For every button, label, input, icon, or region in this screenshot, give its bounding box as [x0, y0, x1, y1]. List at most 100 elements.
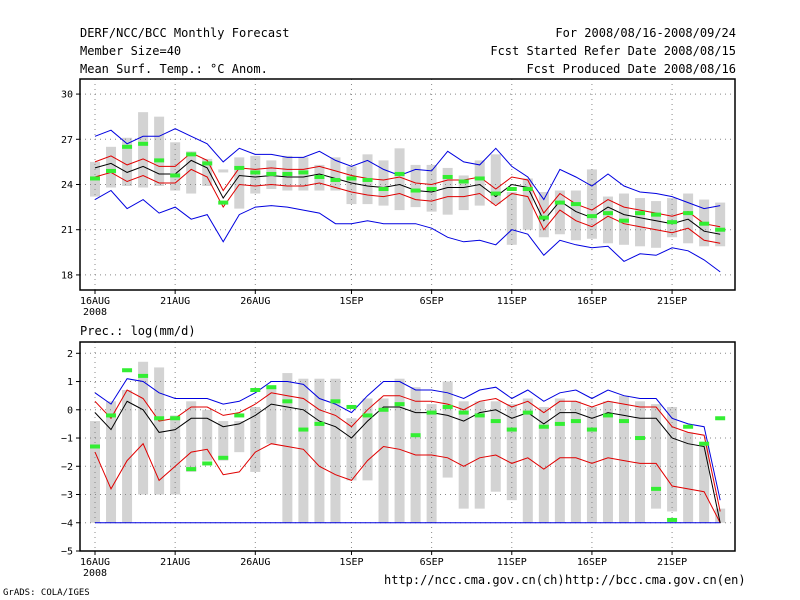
prec-spread-bar-38 [699, 443, 710, 523]
prec-spread-bar-33 [618, 395, 629, 523]
prec-ytick-label-1: −4 [61, 518, 73, 529]
prec-spread-bar-10 [250, 406, 261, 472]
prec-observed-mark-25 [490, 419, 501, 424]
prec-observed-mark-7 [202, 461, 213, 466]
temp-spread-bar-15 [330, 157, 341, 191]
prec-spread-bar-25 [490, 401, 501, 492]
prec-observed-mark-16 [346, 404, 357, 409]
prec-spread-bar-5 [170, 415, 181, 495]
temp-min-envelope-line [94, 189, 721, 273]
prec-spread-bar-24 [474, 401, 485, 509]
prec-spread-bar-6 [186, 401, 197, 472]
prec-observed-mark-19 [394, 402, 405, 407]
bcc-url-link[interactable]: http://bcc.cma.gov.cn(en) [565, 573, 746, 587]
prec-ytick-label-3: −2 [61, 462, 73, 473]
temp-spread-bar-7 [202, 158, 213, 187]
temp-observed-mark-6 [186, 152, 197, 157]
temp-observed-mark-1 [106, 168, 117, 173]
prec-spread-bar-27 [522, 398, 533, 523]
temp-xtick-label-3: 1SEP [339, 296, 363, 307]
prec-spread-bar-35 [651, 404, 662, 509]
forecast-start-date: Fcst Started Refer Date 2008/08/15 [490, 44, 736, 58]
temp-observed-mark-15 [330, 177, 341, 182]
prec-observed-mark-5 [170, 416, 181, 421]
temp-observed-mark-31 [586, 214, 597, 219]
chart-title: DERF/NCC/BCC Monthly Forecast [80, 26, 290, 40]
prec-spread-bar-34 [635, 401, 646, 523]
prec-spread-bar-19 [394, 378, 405, 523]
prec-ytick-label-0: −5 [61, 547, 73, 558]
variable-label: Mean Surf. Temp.: °C Anom. [80, 62, 268, 76]
prec-spread-bar-4 [154, 367, 165, 495]
temp-observed-mark-35 [651, 212, 662, 217]
temp-std-lower-line [94, 168, 721, 244]
temp-observed-mark-38 [699, 221, 710, 226]
temp-ytick-label-4: 30 [61, 90, 73, 101]
temp-ytick-label-2: 24 [61, 180, 73, 191]
prec-xtick-label-0: 16AUG [80, 557, 110, 568]
temp-observed-mark-18 [378, 187, 389, 192]
grads-credit: GrADS: COLA/IGES [3, 588, 90, 598]
prec-observed-mark-28 [538, 424, 549, 429]
prec-xtick-label-3: 1SEP [339, 557, 363, 568]
ncc-url-link[interactable]: http://ncc.cma.gov.cn(ch) [384, 573, 565, 587]
temp-std-upper-line [94, 152, 721, 228]
prec-spread-bar-36 [667, 406, 678, 512]
temp-spread-bar-4 [154, 116, 165, 187]
prec-observed-mark-3 [138, 373, 149, 378]
prec-spread-bar-28 [538, 406, 549, 523]
temp-xtick-label-5: 11SEP [497, 296, 527, 307]
prec-observed-mark-24 [474, 413, 485, 418]
precip-panel-title: Prec.: log(mm/d) [80, 324, 196, 338]
prec-ensemble-mean-line [94, 400, 721, 523]
prec-spread-bar-39 [715, 508, 726, 523]
temp-observed-mark-16 [346, 176, 357, 181]
prec-frame [79, 341, 736, 552]
prec-max-envelope-line [94, 378, 721, 501]
prec-observed-mark-38 [699, 441, 710, 446]
temp-spread-bar-39 [715, 202, 726, 247]
prec-xtick-label-2: 26AUG [240, 557, 270, 568]
prec-spread-bar-15 [330, 378, 341, 523]
temp-spread-bar-2 [122, 137, 133, 187]
prec-xtick-label-4: 6SEP [420, 557, 444, 568]
prec-ytick-label-2: −3 [61, 490, 73, 501]
prec-ytick-label-5: 0 [67, 405, 73, 416]
temp-spread-bar-28 [538, 192, 549, 238]
forecast-period: For 2008/08/16-2008/09/24 [555, 26, 736, 40]
temp-observed-mark-2 [122, 144, 133, 149]
prec-observed-mark-35 [651, 486, 662, 491]
prec-observed-mark-33 [618, 419, 629, 424]
prec-observed-mark-36 [667, 517, 678, 522]
temp-observed-mark-4 [154, 158, 165, 163]
temp-observed-mark-37 [683, 211, 694, 216]
temp-xtick-label-1: 21AUG [160, 296, 190, 307]
prec-observed-mark-6 [186, 467, 197, 472]
temp-spread-bar-36 [667, 198, 678, 238]
temp-observed-mark-5 [170, 173, 181, 178]
prec-observed-mark-4 [154, 416, 165, 421]
temp-spread-bar-29 [554, 190, 565, 235]
temp-spread-bar-20 [410, 164, 421, 208]
temp-spread-bar-23 [458, 175, 469, 211]
temperature-panel: 18 21 24 27 30 16AUG 21AUG 26AUG 1SEP 6SEP 11SEP 16… [61, 78, 736, 318]
prec-observed-mark-14 [314, 421, 325, 426]
prec-observed-mark-17 [362, 413, 373, 418]
prec-spread-bar-22 [442, 381, 453, 478]
prec-spread-bar-16 [346, 418, 357, 481]
temp-spread-bar-37 [683, 193, 694, 244]
temp-observed-mark-36 [667, 220, 678, 225]
temp-spread-bar-1 [106, 146, 117, 188]
prec-observed-mark-11 [266, 385, 277, 390]
temp-observed-mark-11 [266, 171, 277, 176]
prec-spread-bar-8 [218, 421, 229, 461]
temp-observed-mark-26 [506, 187, 517, 192]
temp-observed-mark-27 [522, 187, 533, 192]
temp-spread-bar-22 [442, 167, 453, 215]
prec-spread-bar-30 [570, 401, 581, 523]
prec-observed-mark-13 [298, 427, 309, 432]
temp-observed-mark-39 [715, 227, 726, 232]
prec-observed-mark-26 [506, 427, 517, 432]
temp-xtick-label-2: 26AUG [240, 296, 270, 307]
temp-observed-mark-25 [490, 191, 501, 196]
